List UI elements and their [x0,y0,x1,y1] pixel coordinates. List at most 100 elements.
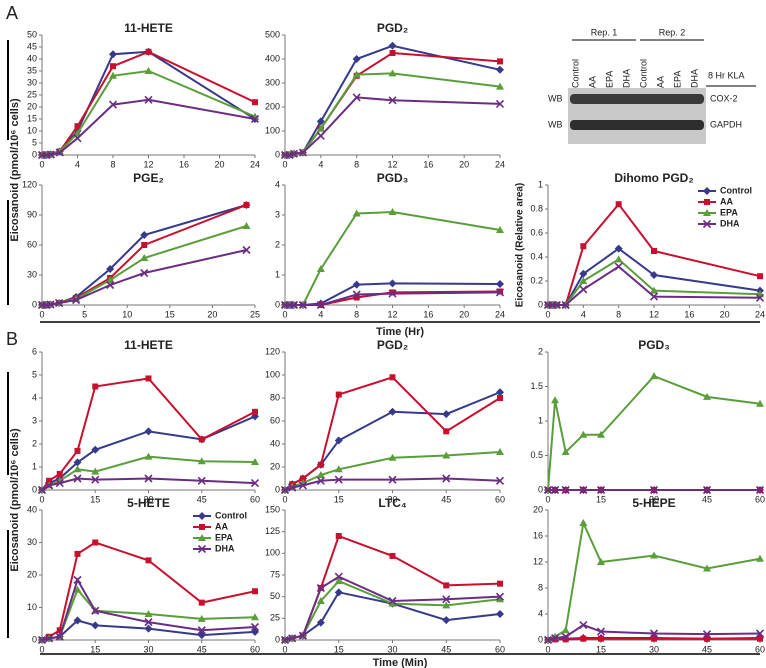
y-axis-label: Eicosanoid (pmol/10⁶ cells) [9,428,21,572]
y-tick-label: 3 [32,415,37,425]
x-tick-label: 45 [702,644,712,654]
x-tick-label: 15 [334,494,344,504]
marker [144,618,153,627]
marker [250,114,260,124]
x-tick-label: 12 [387,309,397,319]
y-tick-label: 10 [27,602,37,612]
x-tick-label: 15 [90,494,100,504]
marker [650,372,658,380]
marker [651,635,657,642]
marker [334,475,343,484]
marker [442,601,451,609]
marker [580,635,587,642]
lane-label: AA [587,76,597,88]
marker [289,149,299,158]
legend-marker [199,524,205,530]
y-tick-label: 500 [265,29,280,39]
marker [145,48,152,55]
marker [144,67,153,74]
marker [388,279,397,288]
marker [288,634,297,643]
marker [73,129,82,137]
marker [496,388,504,397]
marker [543,485,553,495]
y-tick-label: 1 [538,415,543,425]
lane-label: DHA [689,69,699,88]
y-axis-label: Eicosanoid (Relative area) [515,183,526,308]
x-tick-label: 12 [649,309,659,319]
y-tick-label: 60 [27,239,37,249]
y-tick-label: 35 [27,65,37,75]
marker [144,474,153,483]
western-blot: Rep. 1 Rep. 2 Control AA EPA DHA Control… [548,27,756,144]
chart-title: PGE₂ [133,171,164,185]
x-tick-label: 15 [165,309,175,319]
treatment-label: 8 Hr KLA [708,70,745,80]
marker [757,273,763,280]
x-tick-label: 24 [495,159,505,169]
y-tick-label: 30 [27,537,37,547]
marker [140,268,149,278]
marker [496,226,504,233]
x-tick-label: 24 [495,309,505,319]
method-label: WB [548,93,563,103]
x-tick-label: 5 [82,309,87,319]
marker [388,69,397,77]
legend-label: AA [215,521,228,531]
marker [388,453,397,461]
y-tick-label: 150 [265,504,280,514]
marker [615,201,622,208]
marker [497,580,503,587]
y-tick-label: 75 [270,569,280,579]
y-tick-label: 25 [270,613,280,623]
marker [651,248,657,254]
marker [388,599,397,607]
marker [144,610,153,617]
marker [495,592,505,601]
x-tick-label: 0 [545,644,550,654]
marker [55,632,64,641]
chart-title: PGD₂ [377,338,408,352]
marker [561,632,570,641]
marker [649,292,659,301]
y-tick-label: 1.5 [530,381,543,391]
y-tick-label: 20 [533,504,543,514]
chart-title: 5-HETE [127,496,170,510]
marker [497,58,503,65]
y-tick-label: 0 [275,484,280,494]
marker [252,408,258,415]
y-tick-label: 125 [265,526,280,536]
lane-label: AA [655,76,665,88]
x-tick-label: 30 [387,494,397,504]
x-axis-label: Time (Min) [373,657,428,668]
x-tick-label: 15 [596,644,606,654]
marker [197,626,206,635]
legend-label: EPA [215,532,233,542]
y-tick-label: 2 [275,239,280,249]
legend-label: Control [215,510,247,520]
y-tick-label: 6 [32,346,37,356]
marker [144,452,153,460]
y-tick-label: 0 [538,484,543,494]
x-tick-label: 60 [755,494,765,504]
y-tick-label: 0.6 [530,227,543,237]
marker [252,99,258,106]
marker [73,616,82,625]
marker [145,375,152,382]
marker [197,614,206,622]
y-tick-label: 20 [27,569,37,579]
legend-label: DHA [720,218,740,228]
x-tick-label: 30 [143,644,153,654]
marker [580,243,587,250]
marker [141,242,148,248]
marker [443,582,450,589]
marker [702,485,712,495]
marker [289,300,299,310]
marker [91,467,100,475]
y-tick-label: 0 [275,149,280,159]
marker [650,271,658,279]
marker [388,96,397,105]
marker [335,391,342,398]
x-tick-label: 60 [495,644,505,654]
